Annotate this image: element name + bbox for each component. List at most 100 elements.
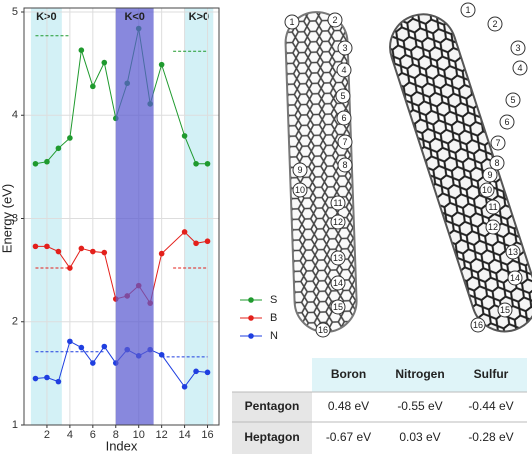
site-label: 5 <box>510 95 515 105</box>
data-point <box>158 61 165 68</box>
site-label: 8 <box>494 158 499 168</box>
table-cell: -0.28 eV <box>468 430 513 444</box>
site-label: 13 <box>333 253 343 263</box>
table-cell: -0.55 eV <box>397 399 442 413</box>
data-point <box>32 375 39 382</box>
site-label: 8 <box>342 160 347 170</box>
data-point <box>44 374 50 381</box>
data-point <box>90 83 96 90</box>
table-cell: 0.03 eV <box>399 430 440 444</box>
site-marker <box>487 16 503 32</box>
data-point <box>90 248 96 255</box>
site-label: 12 <box>333 217 343 227</box>
y-tick-label: 1 <box>12 419 18 431</box>
data-point <box>101 249 108 256</box>
site-label: 4 <box>341 65 346 75</box>
table-cell: -0.44 eV <box>468 399 513 413</box>
data-point <box>193 368 199 375</box>
y-axis-label: Energy (eV) <box>0 184 14 253</box>
x-tick-label: 16 <box>201 429 213 441</box>
data-point <box>55 248 62 255</box>
site-label: 9 <box>297 165 302 175</box>
site-label: 15 <box>333 302 343 312</box>
site-marker <box>292 162 308 178</box>
site-marker <box>315 322 331 338</box>
site-label: 5 <box>340 91 345 101</box>
site-marker <box>330 250 346 266</box>
site-marker <box>470 317 486 333</box>
data-point <box>90 360 96 366</box>
x-tick-label: 8 <box>113 429 119 441</box>
data-point <box>204 238 211 245</box>
x-tick-label: 12 <box>156 429 168 441</box>
site-marker <box>499 114 515 130</box>
data-point <box>181 229 188 235</box>
data-point <box>32 243 39 250</box>
site-marker <box>284 14 300 30</box>
site-marker <box>490 135 506 151</box>
data-point <box>55 378 62 385</box>
data-point <box>67 338 73 345</box>
site-marker <box>479 182 495 198</box>
site-marker <box>336 110 352 126</box>
data-point <box>158 351 165 358</box>
site-label: 14 <box>333 278 343 288</box>
site-marker <box>337 40 353 56</box>
site-label: 3 <box>515 43 520 53</box>
data-point <box>44 158 50 165</box>
site-marker <box>292 182 308 198</box>
site-label: 10 <box>482 185 492 195</box>
site-label: 15 <box>500 305 510 315</box>
legend: SBN <box>240 294 278 342</box>
site-label: 10 <box>295 185 305 195</box>
row-label: Heptagon <box>244 430 299 444</box>
data-point <box>193 240 199 247</box>
data-point <box>67 265 73 271</box>
site-label: 1 <box>289 17 294 27</box>
x-tick-label: 4 <box>67 429 73 441</box>
data-point <box>101 59 108 66</box>
site-marker <box>505 244 521 260</box>
site-label: 1 <box>465 5 470 15</box>
region <box>184 8 214 425</box>
data-point <box>78 245 85 252</box>
site-marker <box>337 134 353 150</box>
site-label: 2 <box>492 19 497 29</box>
table: Boron Nitrogen Sulfur Pentagon 0.48 eV -0.55 … <box>232 358 527 454</box>
region-label: K<0 <box>124 11 145 23</box>
site-label: 7 <box>342 137 347 147</box>
data-point <box>204 369 211 376</box>
site-label: 11 <box>333 198 342 208</box>
site-label: 12 <box>488 222 498 232</box>
site-label: 6 <box>504 117 509 127</box>
data-point <box>158 250 165 257</box>
row-label: Pentagon <box>245 399 300 413</box>
site-marker <box>337 157 353 173</box>
data-point <box>55 145 62 152</box>
header-background <box>312 358 527 392</box>
x-tick-label: 10 <box>133 429 145 441</box>
legend-marker <box>248 297 254 303</box>
site-marker <box>510 40 526 56</box>
data-point <box>78 344 85 351</box>
region-label: K>0 <box>36 11 57 23</box>
column-header: Sulfur <box>474 367 509 381</box>
data-point <box>44 243 50 250</box>
site-marker <box>489 155 505 171</box>
legend-label: S <box>270 294 277 306</box>
site-label: 16 <box>473 320 483 330</box>
site-label: 6 <box>341 113 346 123</box>
region <box>115 8 154 425</box>
region-label: K>0 <box>189 11 210 23</box>
legend-label: B <box>270 312 277 324</box>
site-marker <box>330 275 346 291</box>
site-marker <box>505 92 521 108</box>
x-axis-label: Index <box>106 438 138 453</box>
site-labels: 1 234567891011121314151612345678910111213… <box>284 2 528 338</box>
site-label: 14 <box>510 273 520 283</box>
x-tick-label: 2 <box>44 429 50 441</box>
site-marker <box>330 214 346 230</box>
site-marker <box>460 2 476 18</box>
